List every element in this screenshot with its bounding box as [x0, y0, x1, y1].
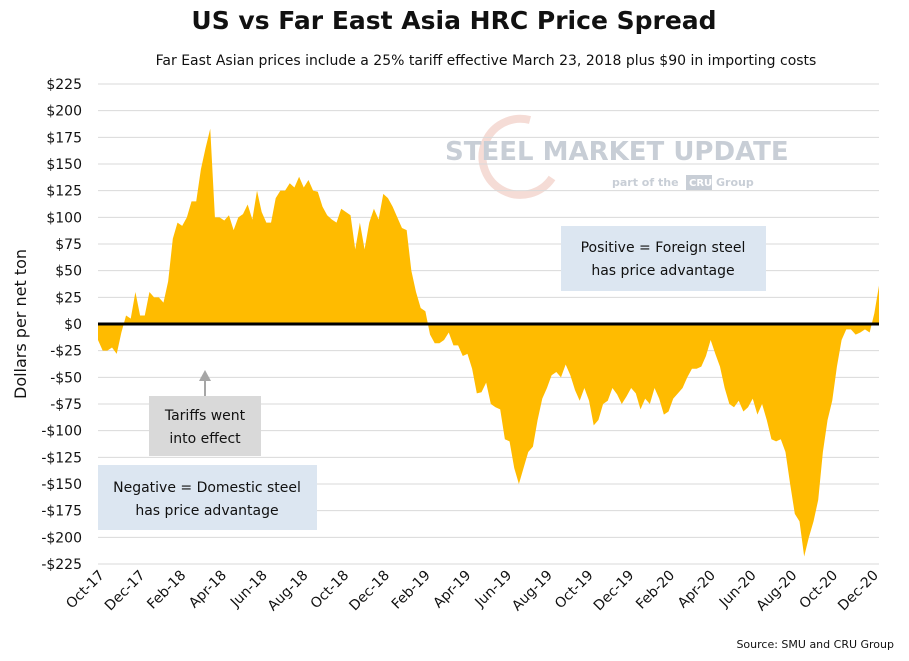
- y-tick-label: $125: [46, 184, 82, 200]
- y-tick-label: $0: [64, 317, 82, 333]
- x-tick-label: Oct-18: [308, 568, 353, 613]
- y-tick-label: -$50: [50, 370, 82, 386]
- positive-note-line-2: has price advantage: [591, 263, 734, 279]
- watermark-swoosh-icon: [478, 114, 556, 199]
- tariff-arrow-icon: [199, 370, 211, 381]
- tariff-note: Tariffs went into effect: [149, 370, 261, 456]
- x-tick-label: Jun-20: [716, 568, 760, 612]
- watermark: STEEL MARKET UPDATE part of the CRU Grou…: [445, 114, 789, 199]
- plot-area: [98, 128, 879, 557]
- chart-title: US vs Far East Asia HRC Price Spread: [191, 6, 716, 35]
- y-tick-label: -$175: [41, 504, 82, 520]
- negative-note-line-1: Negative = Domestic steel: [113, 480, 301, 496]
- x-tick-label: Oct-19: [552, 568, 597, 613]
- x-tick-label: Oct-20: [797, 568, 842, 613]
- x-tick-label: Aug-19: [509, 568, 556, 615]
- y-tick-label: -$100: [41, 424, 82, 440]
- y-axis-ticks: $225 $200 $175 $150 $125 $100 $75 $50 $25 $0 -$25 -…: [41, 77, 82, 573]
- chart-subtitle: Far East Asian prices include a 25% tari…: [156, 53, 817, 69]
- y-tick-label: -$200: [41, 530, 82, 546]
- y-tick-label: $50: [55, 264, 82, 280]
- y-tick-label: -$225: [41, 557, 82, 573]
- y-tick-label: -$125: [41, 450, 82, 466]
- y-tick-label: $175: [46, 130, 82, 146]
- x-tick-label: Dec-20: [835, 568, 882, 615]
- y-tick-label: $150: [46, 157, 82, 173]
- x-tick-label: Aug-20: [754, 568, 801, 615]
- y-tick-label: -$75: [50, 397, 82, 413]
- positive-note-box: [561, 226, 766, 291]
- x-tick-label: Apr-19: [430, 568, 474, 612]
- tariff-note-box: [149, 396, 261, 456]
- watermark-cru-badge: [686, 175, 712, 190]
- negative-note-box: [98, 465, 317, 530]
- x-tick-label: Feb-20: [633, 568, 678, 613]
- x-tick-label: Jun-18: [227, 568, 271, 612]
- watermark-group-text: Group: [716, 176, 754, 189]
- x-tick-label: Jun-19: [472, 568, 516, 612]
- x-tick-label: Apr-18: [186, 568, 230, 612]
- watermark-sub-text: part of the: [612, 176, 679, 189]
- source-note: Source: SMU and CRU Group: [736, 638, 894, 651]
- negative-note: Negative = Domestic steel has price adva…: [98, 465, 317, 530]
- y-tick-label: $100: [46, 210, 82, 226]
- y-tick-label: $200: [46, 104, 82, 120]
- x-axis-ticks: Oct-17Dec-17Feb-18Apr-18Jun-18Aug-18Oct-…: [63, 568, 882, 615]
- watermark-cru-text: CRU: [689, 178, 712, 189]
- x-tick-label: Feb-18: [144, 568, 189, 613]
- x-tick-label: Oct-17: [63, 568, 108, 613]
- x-tick-label: Dec-19: [591, 568, 638, 615]
- tariff-note-line-1: Tariffs went: [164, 408, 246, 424]
- x-tick-label: Dec-17: [102, 568, 149, 615]
- y-tick-label: -$150: [41, 477, 82, 493]
- x-tick-label: Dec-18: [346, 568, 393, 615]
- y-axis-label: Dollars per net ton: [11, 249, 30, 399]
- x-tick-label: Apr-20: [675, 568, 719, 612]
- negative-note-line-2: has price advantage: [135, 503, 278, 519]
- x-tick-label: Aug-18: [265, 568, 312, 615]
- positive-note: Positive = Foreign steel has price advan…: [561, 226, 766, 291]
- spread-area: [98, 128, 879, 557]
- y-tick-label: $75: [55, 237, 82, 253]
- y-tick-label: $25: [55, 290, 82, 306]
- watermark-text: STEEL MARKET UPDATE: [445, 137, 789, 167]
- positive-note-line-1: Positive = Foreign steel: [581, 240, 746, 256]
- tariff-note-line-2: into effect: [169, 431, 241, 447]
- y-tick-label: $225: [46, 77, 82, 93]
- y-tick-label: -$25: [50, 344, 82, 360]
- x-tick-label: Feb-19: [389, 568, 434, 613]
